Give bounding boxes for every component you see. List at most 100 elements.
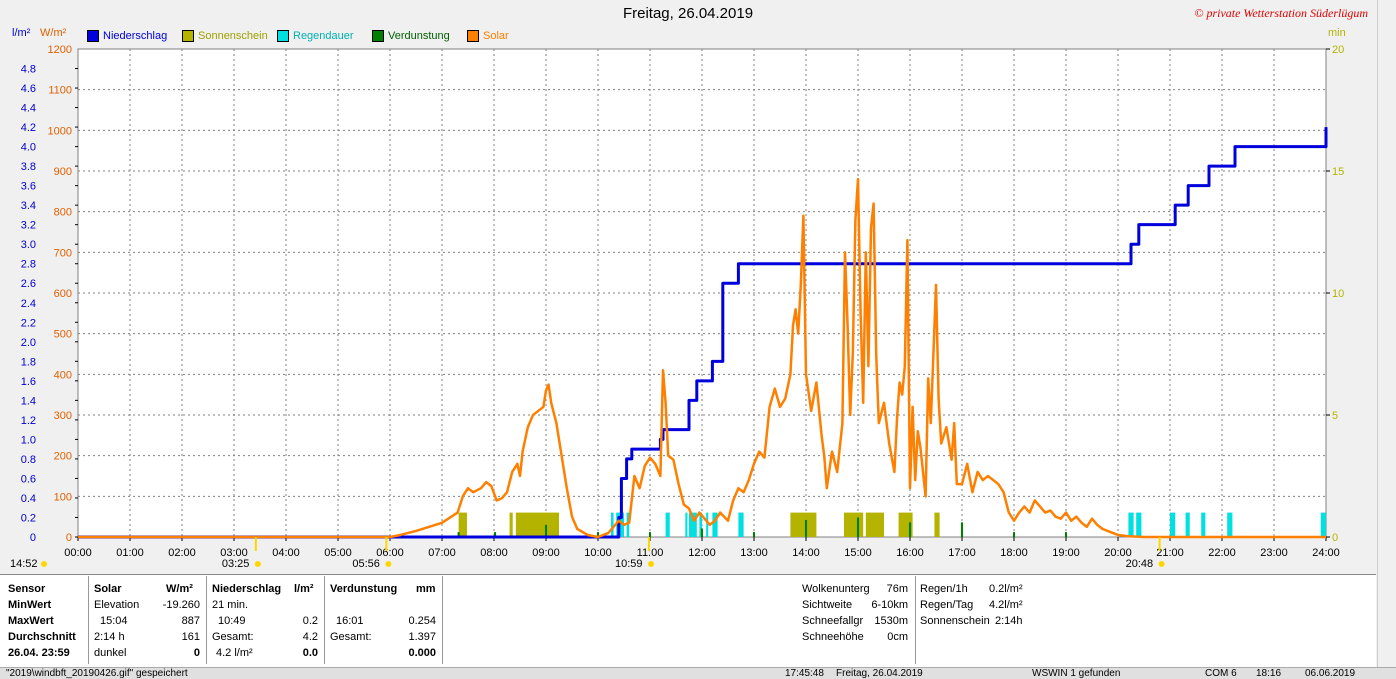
row-minwert: MinWert [8,599,52,611]
verdunstung-bar [700,528,704,537]
regendauer-bar [1201,512,1206,537]
regendauer-bar [1227,512,1233,537]
row-date: 26.04. 23:59 [8,647,70,659]
verdunstung-bar [1064,532,1068,537]
regendauer-bar [699,512,702,537]
legend-item: Sonnenschein [182,30,268,42]
x-tick-label: 03:00 [220,547,248,559]
copyright-text: © private Wetterstation Süderlügum [1194,6,1368,20]
time-marker-label: 05:56 [352,558,380,570]
sonnenschein-bar [934,512,940,537]
rain-tick-label: 1.0 [21,434,36,446]
x-tick-label: 08:00 [480,547,508,559]
regendauer-bar [685,512,688,537]
rain-tick-label: 2.2 [21,317,36,329]
rain-tick-label: 3.6 [21,181,36,193]
niederschlag-line [78,127,1328,539]
header-rain-unit: l/m² [294,583,314,595]
sonne-value: 2:14h [995,615,1023,627]
chart-bars [457,512,1326,537]
regendauer-bar [611,512,614,537]
solar-sun-time: 2:14 h [94,631,125,643]
solar-tick-label: 1100 [48,85,72,97]
sonne-label: Sonnenschein [920,615,990,627]
rain-tick-label: 2.8 [21,259,36,271]
status-file: "2019\windbft_20190426.gif" gespeichert [6,668,188,679]
x-tick-label: 13:00 [740,547,768,559]
legend-label: Solar [483,30,509,42]
x-tick-label: 00:00 [64,547,92,559]
regendauer-bar [626,512,630,537]
x-tick-label: 01:00 [116,547,144,559]
solar-elevation: -19.260 [162,599,200,611]
sonnenschein-bar [515,512,559,537]
x-tick-label: 04:00 [272,547,300,559]
rain-tick-label: 0.6 [21,473,36,485]
rain-tick-label: 0.4 [21,493,36,505]
rain-min: 21 min. [212,599,249,611]
min-tick-label: 15 [1332,166,1344,178]
rain-tick-label: 3.8 [21,161,36,173]
header-evap-unit: mm [416,583,436,595]
sonnenschein-bar [865,512,884,537]
solar-tick-label: 800 [54,207,72,219]
status-date: Freitag, 26.04.2019 [836,668,923,679]
rain-tick-label: 2.6 [21,278,36,290]
x-tick-label: 15:00 [844,547,872,559]
status-bar: "2019\windbft_20190426.gif" gespeichert … [0,667,1396,679]
chart-lines [78,127,1328,539]
regendauer-bar [1170,512,1176,537]
legend-swatch [372,30,384,42]
status-today: 06.06.2019 [1305,668,1356,679]
verdunstung-bar [596,532,600,537]
legend-item: Verdunstung [372,30,450,42]
solar-tick-label: 200 [54,451,72,463]
x-tick-label: 23:00 [1260,547,1288,559]
verdunstung-bar [1012,532,1016,537]
chart-axes: 00:00 01:00 02:00 03:00 04:00 05:00 06:00 07:00… [12,27,1346,559]
sonnenschein-bar [790,512,817,537]
regendauer-bar [1136,512,1142,537]
min-tick-label: 10 [1332,288,1344,300]
x-tick-label: 19:00 [1052,547,1080,559]
time-marker-dot [1158,561,1165,567]
solar-tick-label: 700 [54,247,72,259]
solar-tick-label: 0 [66,532,72,544]
regendauer-bar [1185,512,1190,537]
rain-tick-label: 2.4 [21,298,36,310]
evap-total: 1.397 [408,631,436,643]
rain-tick-label: 1.6 [21,376,36,388]
vertical-scrollbar[interactable] [1377,0,1396,667]
rain-tick-label: 1.8 [21,356,36,368]
rain-tick-label: 1.4 [21,395,36,407]
x-tick-label: 12:00 [688,547,716,559]
table-divider [206,576,207,664]
evap-total-label: Gesamt: [330,631,372,643]
rain-tick-label: 4.2 [21,122,36,134]
regendauer-bar [665,512,670,537]
rain-tick-label: 3.2 [21,220,36,232]
rain-tick-label: 4.6 [21,83,36,95]
weather-chart: 00:00 01:00 02:00 03:00 04:00 05:00 06:00 07:00… [10,27,1346,570]
wolken-value: 76m [886,583,908,595]
solar-max-time: 15:04 [100,615,128,627]
solar-tick-label: 400 [54,369,72,381]
sonnenschein-bar [843,512,864,537]
time-marker-dot [41,561,47,567]
solar-tick-label: 900 [54,166,72,178]
schneefall-label: Schneefallgr [802,615,864,627]
solar-max: 887 [181,615,200,627]
row-maxwert: MaxWert [8,615,54,627]
verdunstung-bar [908,522,912,537]
chart-grid [77,48,1327,538]
regendauer-bar [1320,512,1326,537]
x-tick-label: 16:00 [896,547,924,559]
legend-swatch [87,30,99,42]
x-tick-label: 20:00 [1104,547,1132,559]
solar-dark-label: dunkel [94,647,127,659]
min-tick-label: 0 [1332,532,1338,544]
evap-last: 0.000 [408,647,436,659]
legend-item: Niederschlag [87,30,167,42]
rain-last-val: 0.0 [302,647,318,659]
schneefall-value: 1530m [874,615,908,627]
